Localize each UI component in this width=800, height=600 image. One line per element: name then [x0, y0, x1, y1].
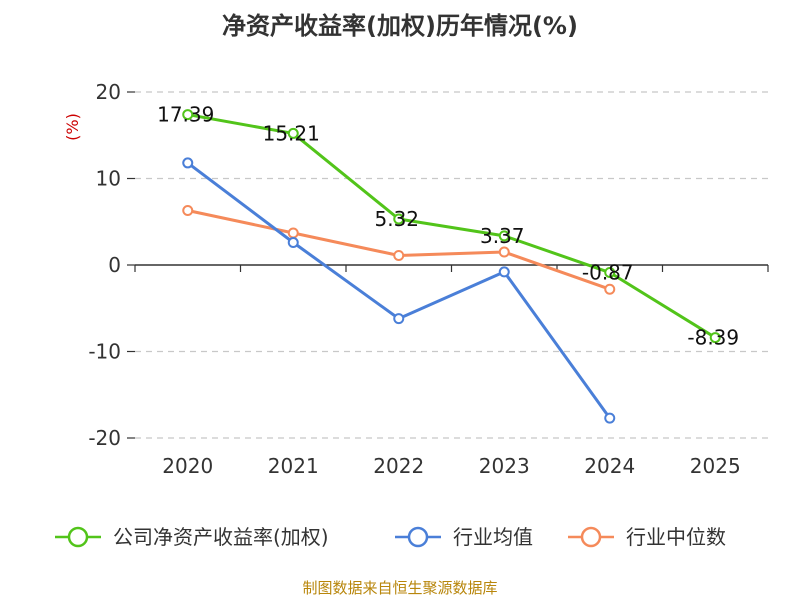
data-point [287, 127, 299, 139]
x-tick-label: 2022 [373, 454, 424, 478]
legend-label: 行业均值 [453, 525, 533, 549]
y-tick-label: 10 [96, 167, 121, 191]
chart-title: 净资产收益率(加权)历年情况(%) [222, 12, 578, 40]
legend-marker-swatch [580, 526, 602, 548]
y-tick-label: 0 [108, 253, 121, 277]
data-point [604, 267, 616, 279]
data-label: 3.37 [480, 224, 525, 248]
series-line [187, 113, 717, 339]
data-point [498, 266, 510, 278]
y-tick-label: -10 [88, 340, 121, 364]
data-point [498, 246, 510, 258]
axes: 20 10 0 -10 -20 2020 2021 2022 2023 2024 2025 [88, 80, 769, 478]
data-point [287, 237, 299, 249]
data-point [182, 157, 194, 169]
legend-marker-swatch [67, 526, 89, 548]
legend-marker-swatch [407, 526, 429, 548]
data-label: 15.21 [263, 121, 320, 145]
data-point [393, 213, 405, 225]
legend-label: 行业中位数 [626, 525, 726, 549]
data-point [393, 249, 405, 261]
data-point [287, 227, 299, 239]
data-point [182, 205, 194, 217]
legend-item: 行业中位数 [568, 525, 726, 549]
series-lines [182, 109, 721, 424]
data-label: -8.39 [687, 326, 739, 350]
y-tick-label: 20 [96, 80, 121, 104]
data-point [498, 230, 510, 242]
data-point [393, 313, 405, 325]
data-labels: 17.39 15.21 5.32 3.37 -0.87 -8.39 [157, 103, 739, 350]
y-axis-unit-label: (%) [63, 113, 82, 141]
data-label: -0.87 [582, 261, 634, 285]
data-label: 17.39 [157, 103, 214, 127]
data-label: 5.32 [374, 207, 419, 231]
legend-item: 公司净资产收益率(加权) [55, 525, 329, 549]
legend-label: 公司净资产收益率(加权) [113, 525, 329, 549]
data-point [604, 412, 616, 424]
data-point [182, 109, 194, 121]
series-line [186, 161, 611, 419]
x-tick-label: 2021 [268, 454, 319, 478]
x-tick-label: 2023 [479, 454, 530, 478]
data-point [709, 332, 721, 344]
data-point [604, 283, 616, 295]
x-tick-label: 2025 [690, 454, 741, 478]
legend: 公司净资产收益率(加权) 行业均值 行业中位数 [55, 525, 726, 549]
source-note: 制图数据来自恒生聚源数据库 [302, 579, 497, 597]
x-tick-label: 2020 [162, 454, 213, 478]
legend-item: 行业均值 [395, 525, 533, 549]
x-tick-label: 2024 [584, 454, 635, 478]
y-tick-label: -20 [88, 426, 121, 450]
